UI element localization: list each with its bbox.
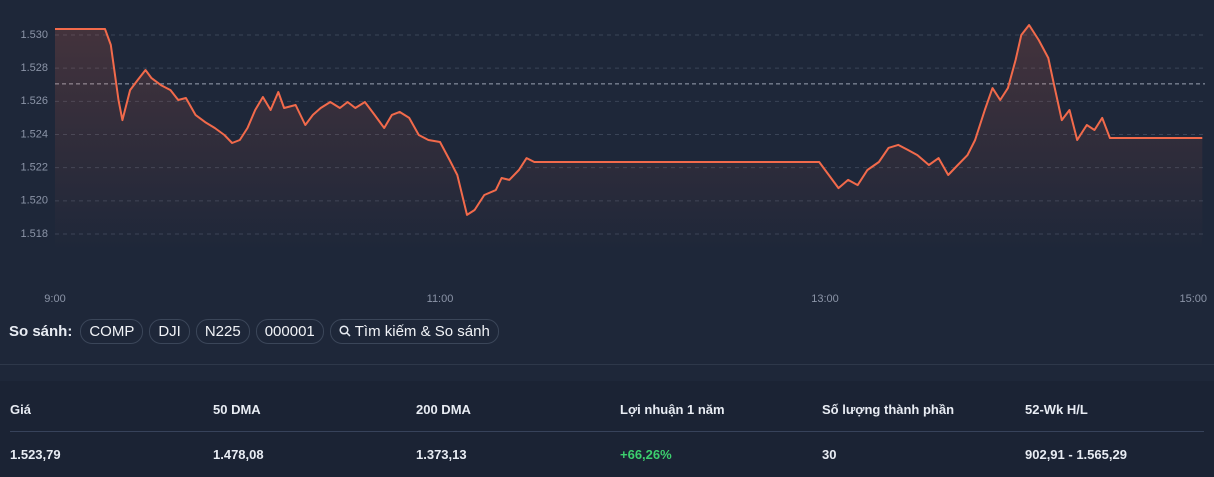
row-rule bbox=[10, 431, 1204, 432]
compare-chip[interactable]: DJI bbox=[149, 319, 190, 344]
stat-value: +66,26% bbox=[620, 447, 672, 462]
area bbox=[55, 25, 1203, 251]
stat-header: 200 DMA bbox=[416, 402, 471, 417]
y-tick-label: 1.526 bbox=[20, 95, 48, 107]
stat-header: Số lượng thành phần bbox=[822, 402, 955, 417]
stat-value: 902,91 - 1.565,29 bbox=[1025, 447, 1127, 462]
stat-header: 52-Wk H/L bbox=[1025, 402, 1088, 417]
stat-value: 1.373,13 bbox=[416, 447, 467, 462]
stat-value: 1.478,08 bbox=[213, 447, 264, 462]
price-line bbox=[55, 24, 1203, 216]
separator bbox=[0, 364, 1214, 365]
stat-header: 50 DMA bbox=[213, 402, 261, 417]
search-chip[interactable]: Tìm kiếm & So sánh bbox=[329, 319, 499, 344]
y-tick-label: 1.518 bbox=[20, 228, 48, 240]
stat-value: 1.523,79 bbox=[10, 447, 61, 462]
compare-bar: So sánh: COMP DJI N225 000001 Tìm kiếm & So … bbox=[9, 319, 499, 344]
stat-header: Giá bbox=[10, 402, 31, 417]
y-tick-label: 1.528 bbox=[20, 62, 48, 74]
compare-label: So sánh: bbox=[9, 323, 73, 340]
x-tick-label: 13:00 bbox=[811, 293, 839, 305]
compare-chip[interactable]: 000001 bbox=[255, 319, 324, 344]
y-tick-label: 1.530 bbox=[20, 29, 48, 41]
y-tick-label: 1.520 bbox=[20, 195, 48, 207]
y-tick-label: 1.522 bbox=[20, 162, 48, 174]
stat-header: Lợi nhuận 1 năm bbox=[620, 402, 725, 417]
compare-chip[interactable]: N225 bbox=[195, 319, 250, 344]
search-label: Tìm kiếm & So sánh bbox=[354, 323, 490, 340]
stats-table: Giá 50 DMA 200 DMA Lợi nhuận 1 năm Số lượng … bbox=[0, 381, 1214, 477]
x-tick-label: 9:00 bbox=[44, 293, 65, 305]
compare-chip[interactable]: COMP bbox=[80, 319, 144, 344]
x-tick-label: 11:00 bbox=[427, 293, 454, 305]
y-tick-label: 1.524 bbox=[20, 128, 48, 140]
stat-value: 30 bbox=[822, 447, 837, 462]
x-tick-label: 15:00 bbox=[1179, 293, 1207, 305]
search-icon bbox=[339, 325, 351, 337]
chart: 1.518 1.520 1.522 1.524 1.526 1.528 1.530 9:00 1… bbox=[20, 24, 1207, 305]
